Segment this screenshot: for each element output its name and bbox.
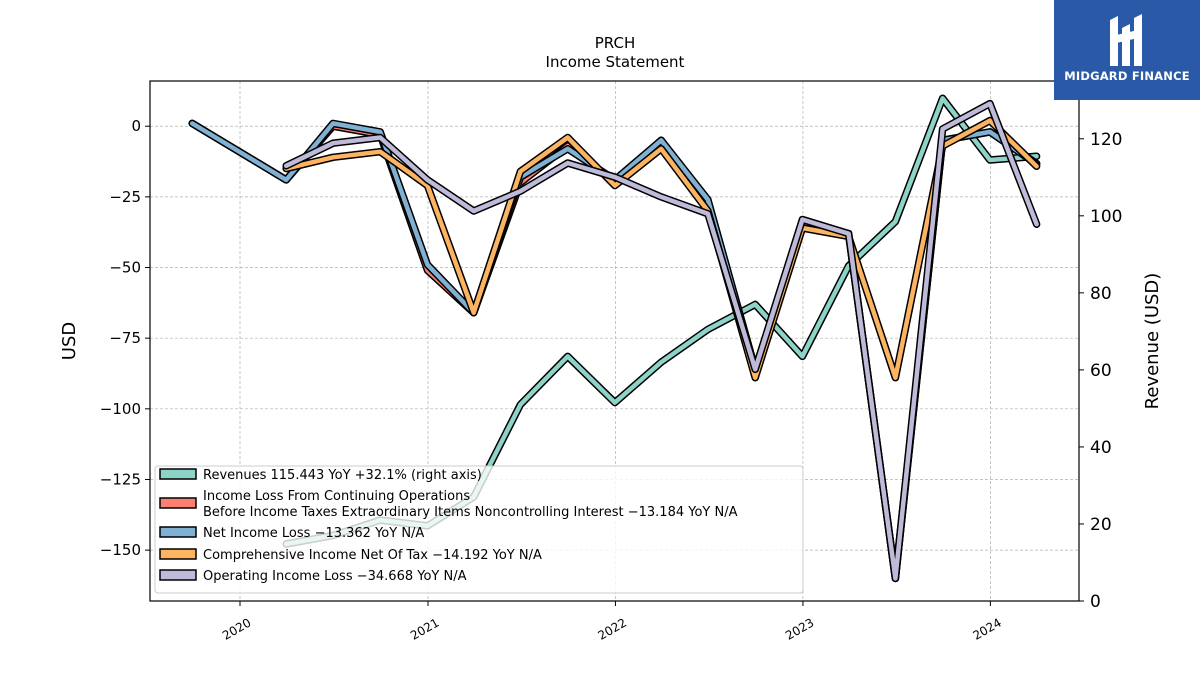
legend: Revenues 115.443 YoY +32.1% (right axis)…	[154, 465, 804, 594]
y-axis-label-right: Revenue (USD)	[1142, 273, 1163, 410]
x-tick-label: 2022	[596, 615, 629, 642]
y-tick-label-right: 100	[1090, 207, 1122, 227]
x-tick-label: 2020	[220, 615, 253, 642]
legend-label: Before Income Taxes Extraordinary Items …	[203, 505, 738, 520]
y-tick-label-right: 40	[1090, 438, 1112, 458]
y-tick-label-left: −50	[109, 259, 141, 277]
chart-title: PRCH	[595, 34, 635, 52]
plot-frame	[149, 80, 1080, 602]
legend-swatch	[159, 548, 197, 560]
legend-swatch	[159, 497, 197, 509]
legend-label: Revenues 115.443 YoY +32.1% (right axis)	[203, 468, 482, 483]
legend-label: Comprehensive Income Net Of Tax −14.192 …	[203, 548, 542, 563]
brand-logo-text: MIDGARD FINANCE	[1064, 69, 1190, 83]
y-tick-label-right: 80	[1090, 284, 1112, 304]
chart-subtitle: Income Statement	[546, 53, 685, 71]
legend-label: Income Loss From Continuing Operations	[203, 489, 470, 504]
grid-lines	[150, 81, 1079, 601]
y-tick-label-left: −100	[100, 400, 141, 418]
brand-logo-icon	[1110, 14, 1142, 66]
legend-swatch	[159, 468, 197, 480]
y-tick-label-left: −25	[109, 188, 141, 206]
y-tick-label-right: 60	[1090, 361, 1112, 381]
legend-swatch	[159, 569, 197, 581]
y-tick-label-left: −75	[109, 329, 141, 347]
y-tick-label-left: −125	[100, 470, 141, 488]
legend-label: Net Income Loss −13.362 YoY N/A	[203, 526, 424, 541]
y-tick-label-right: 20	[1090, 515, 1112, 535]
legend-label: Operating Income Loss −34.668 YoY N/A	[203, 569, 467, 584]
x-tick-label: 2023	[783, 615, 816, 642]
x-tick-label: 2021	[408, 615, 441, 642]
series-line-operating-income-loss	[283, 101, 1039, 581]
y-tick-label-right: 0	[1090, 592, 1101, 612]
y-tick-label-right: 120	[1090, 130, 1122, 150]
y-axis-label-left: USD	[59, 322, 80, 360]
brand-logo: MIDGARD FINANCE	[1054, 0, 1200, 100]
legend-swatch	[159, 526, 197, 538]
x-tick-label: 2024	[970, 615, 1003, 642]
legend-box	[154, 465, 804, 594]
y-tick-label-left: −150	[100, 541, 141, 559]
series-line-comprehensive-income-net-of-tax	[283, 118, 1039, 380]
y-tick-label-left: 0	[131, 117, 141, 135]
